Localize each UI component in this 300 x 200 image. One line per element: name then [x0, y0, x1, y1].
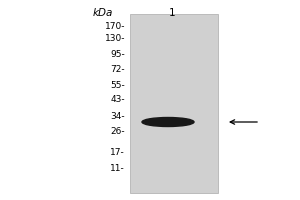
- Text: 72-: 72-: [110, 65, 125, 74]
- Text: 43-: 43-: [110, 95, 125, 104]
- Text: 17-: 17-: [110, 148, 125, 157]
- Text: 130-: 130-: [104, 34, 125, 43]
- Text: 34-: 34-: [110, 112, 125, 121]
- Text: 95-: 95-: [110, 50, 125, 59]
- Text: kDa: kDa: [93, 8, 113, 18]
- Text: 55-: 55-: [110, 81, 125, 90]
- Ellipse shape: [142, 117, 194, 127]
- Ellipse shape: [154, 120, 182, 124]
- Ellipse shape: [147, 119, 189, 125]
- Text: 26-: 26-: [110, 127, 125, 136]
- Text: 11-: 11-: [110, 164, 125, 173]
- Text: 1: 1: [169, 8, 175, 18]
- Text: 170-: 170-: [104, 22, 125, 31]
- Bar: [130, 14, 218, 193]
